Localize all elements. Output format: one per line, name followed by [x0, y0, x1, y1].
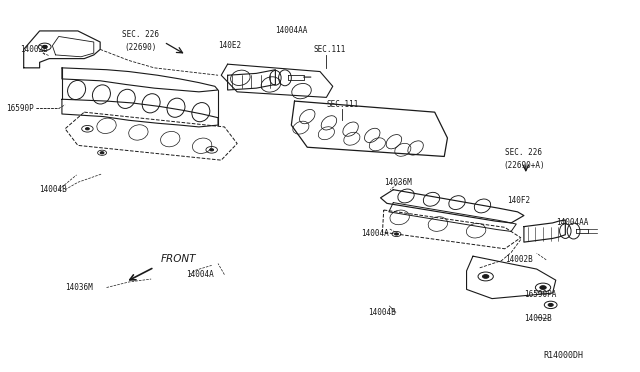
Text: 14004AA: 14004AA: [275, 26, 308, 35]
Text: 14004B: 14004B: [40, 185, 67, 194]
Text: FRONT: FRONT: [161, 254, 196, 264]
Circle shape: [548, 304, 553, 307]
Text: 14004AA: 14004AA: [556, 218, 588, 227]
Circle shape: [42, 45, 47, 48]
Text: SEC.111: SEC.111: [314, 45, 346, 54]
Text: SEC.111: SEC.111: [326, 100, 359, 109]
Circle shape: [483, 275, 489, 278]
Text: 14002B: 14002B: [505, 255, 532, 264]
Text: 14036M: 14036M: [65, 283, 93, 292]
Text: R14000DH: R14000DH: [543, 351, 583, 360]
Text: 14036M: 14036M: [384, 178, 412, 187]
Circle shape: [86, 128, 90, 130]
Text: 14004B: 14004B: [368, 308, 396, 317]
Text: 14004A: 14004A: [186, 270, 214, 279]
Circle shape: [210, 149, 214, 151]
Text: 14002B: 14002B: [20, 45, 48, 54]
Text: 140E2: 140E2: [218, 41, 241, 50]
Circle shape: [540, 286, 546, 289]
Text: 16590PA: 16590PA: [524, 291, 556, 299]
Text: 16590P: 16590P: [6, 104, 34, 113]
Text: SEC. 226: SEC. 226: [505, 148, 542, 157]
Text: (22690+A): (22690+A): [503, 161, 545, 170]
Text: SEC. 226: SEC. 226: [122, 30, 159, 39]
Text: (22690): (22690): [124, 43, 157, 52]
Circle shape: [100, 152, 104, 154]
Text: 140F2: 140F2: [507, 196, 530, 205]
Text: 14004A: 14004A: [362, 230, 389, 238]
Circle shape: [394, 233, 398, 235]
Text: 14002B: 14002B: [524, 314, 552, 323]
